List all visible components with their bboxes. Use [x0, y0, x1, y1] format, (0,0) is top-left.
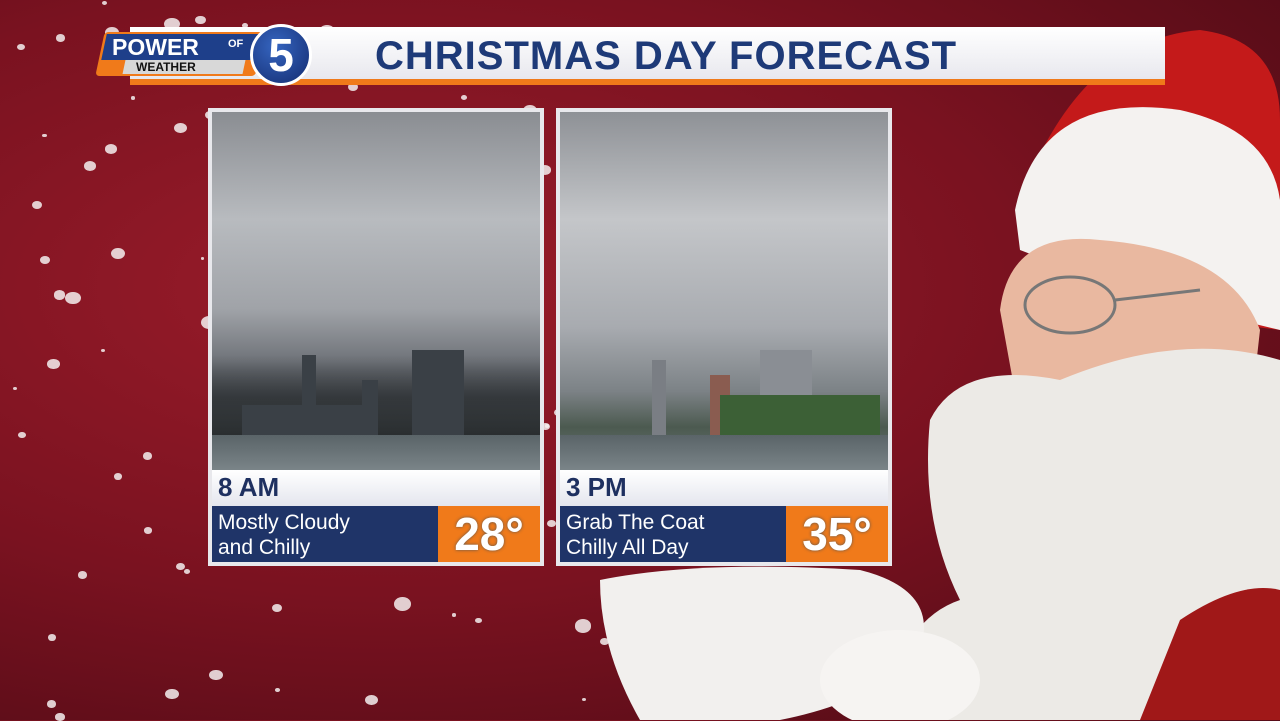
- snowflake: [163, 17, 180, 30]
- snowflake: [13, 386, 18, 391]
- snowflake: [55, 713, 65, 721]
- forecast-card-8am: 8 AM Mostly Cloudy and Chilly 28°: [208, 108, 544, 566]
- snowflake: [582, 698, 586, 702]
- snowflake: [540, 422, 551, 431]
- forecast-description: Grab The Coat Chilly All Day: [560, 506, 786, 562]
- snowflake: [460, 94, 467, 100]
- snowflake: [539, 165, 552, 176]
- snowflake: [102, 0, 107, 5]
- snowflake: [142, 452, 153, 461]
- snowflake: [347, 83, 358, 92]
- snowflake: [451, 612, 457, 617]
- station-logo: POWER OF WEATHER 5: [95, 24, 315, 86]
- snowflake: [104, 144, 117, 155]
- snowflake: [110, 247, 126, 260]
- snowflake: [18, 432, 26, 439]
- forecast-temperature: 35°: [786, 506, 888, 562]
- snowflake: [176, 562, 186, 570]
- snowflake: [599, 637, 609, 646]
- snowflake: [195, 15, 206, 24]
- snowflake: [174, 122, 187, 133]
- snowflake: [209, 669, 223, 681]
- snowflake: [364, 694, 378, 706]
- snowflake: [55, 34, 66, 42]
- snowflake: [130, 96, 135, 100]
- snowflake: [84, 161, 97, 171]
- snowflake: [46, 700, 56, 708]
- snowflake: [114, 473, 123, 481]
- snowflake: [17, 43, 25, 50]
- snowflake: [77, 571, 88, 579]
- snowflake: [101, 349, 106, 353]
- santa-claus-image: [600, 30, 1280, 720]
- page-title: CHRISTMAS DAY FORECAST: [375, 34, 958, 78]
- snowflake: [183, 569, 190, 575]
- snowflake: [393, 597, 411, 611]
- snowflake: [165, 688, 179, 700]
- snowflake: [65, 291, 81, 304]
- snowflake: [200, 257, 204, 261]
- snowflake: [42, 134, 47, 138]
- snowflake: [53, 290, 66, 300]
- snowflake: [272, 603, 283, 612]
- snowflake: [475, 618, 483, 624]
- snowflake: [39, 256, 50, 264]
- snowflake: [547, 519, 557, 528]
- snowflake: [241, 22, 248, 28]
- forecast-description: Mostly Cloudy and Chilly: [212, 506, 438, 562]
- skyline-photo: [212, 112, 540, 470]
- snowflake: [574, 619, 592, 633]
- snowflake: [143, 527, 152, 534]
- forecast-time: 3 PM: [560, 470, 888, 506]
- snowflake: [275, 688, 281, 692]
- snowflake: [47, 358, 60, 369]
- snowflake: [32, 201, 43, 210]
- forecast-time: 8 AM: [212, 470, 540, 506]
- skyline-photo: [560, 112, 888, 470]
- forecast-temperature: 28°: [438, 506, 540, 562]
- snowflake: [47, 634, 56, 641]
- forecast-card-3pm: 3 PM Grab The Coat Chilly All Day 35°: [556, 108, 892, 566]
